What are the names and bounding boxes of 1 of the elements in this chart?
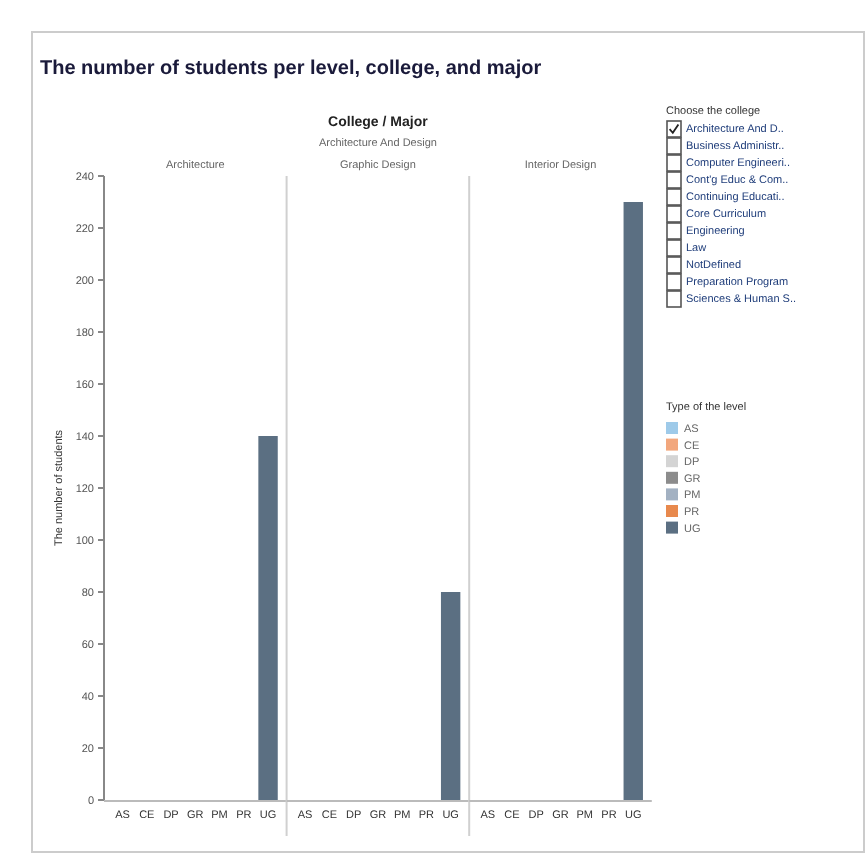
chart-title: The number of students per level, college, and major xyxy=(40,58,542,80)
